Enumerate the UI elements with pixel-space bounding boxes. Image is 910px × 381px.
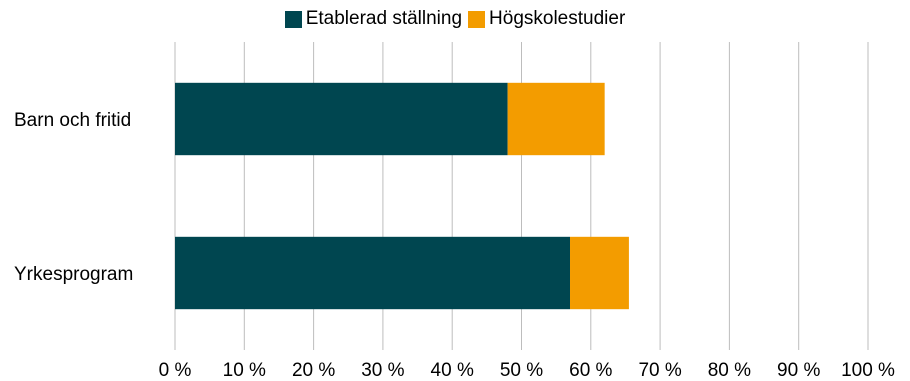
- x-tick-label: 70 %: [638, 360, 681, 381]
- bar-segment-hogskolestudier: [570, 236, 629, 310]
- legend-label-hogskolestudier: Högskolestudier: [489, 8, 626, 29]
- bar-segment-hogskolestudier: [507, 82, 605, 156]
- legend-swatch-etablerad: [284, 10, 302, 28]
- x-tick-label: 100 %: [841, 360, 895, 381]
- legend-label-etablerad: Etablerad ställning: [305, 8, 463, 29]
- category-label: Barn och fritid: [14, 110, 131, 131]
- x-tick-label: 0 %: [159, 360, 192, 381]
- x-tick-label: 60 %: [569, 360, 612, 381]
- bar-segment-etablerad: [175, 236, 571, 310]
- x-tick-label: 80 %: [708, 360, 751, 381]
- x-tick-label: 10 %: [223, 360, 266, 381]
- legend-swatch-hogskolestudier: [468, 10, 486, 28]
- x-tick-label: 40 %: [431, 360, 474, 381]
- category-labels: Barn och fritid Yrkesprogram: [14, 110, 133, 285]
- x-tick-label: 30 %: [361, 360, 404, 381]
- legend-item-hogskolestudier: Högskolestudier: [468, 8, 625, 30]
- x-tick-label: 90 %: [777, 360, 820, 381]
- category-label: Yrkesprogram: [14, 264, 133, 285]
- legend-item-etablerad: Etablerad ställning: [284, 8, 463, 30]
- x-tick-labels: 0 % 10 % 20 % 30 % 40 % 50 % 60 % 70 % 80 % 90 % 1…: [159, 360, 895, 381]
- x-tick-label: 50 %: [500, 360, 543, 381]
- bar-segment-etablerad: [175, 82, 508, 156]
- bars: [175, 82, 629, 310]
- legend: Etablerad ställning Högskolestudier: [0, 8, 910, 30]
- x-tick-label: 20 %: [292, 360, 335, 381]
